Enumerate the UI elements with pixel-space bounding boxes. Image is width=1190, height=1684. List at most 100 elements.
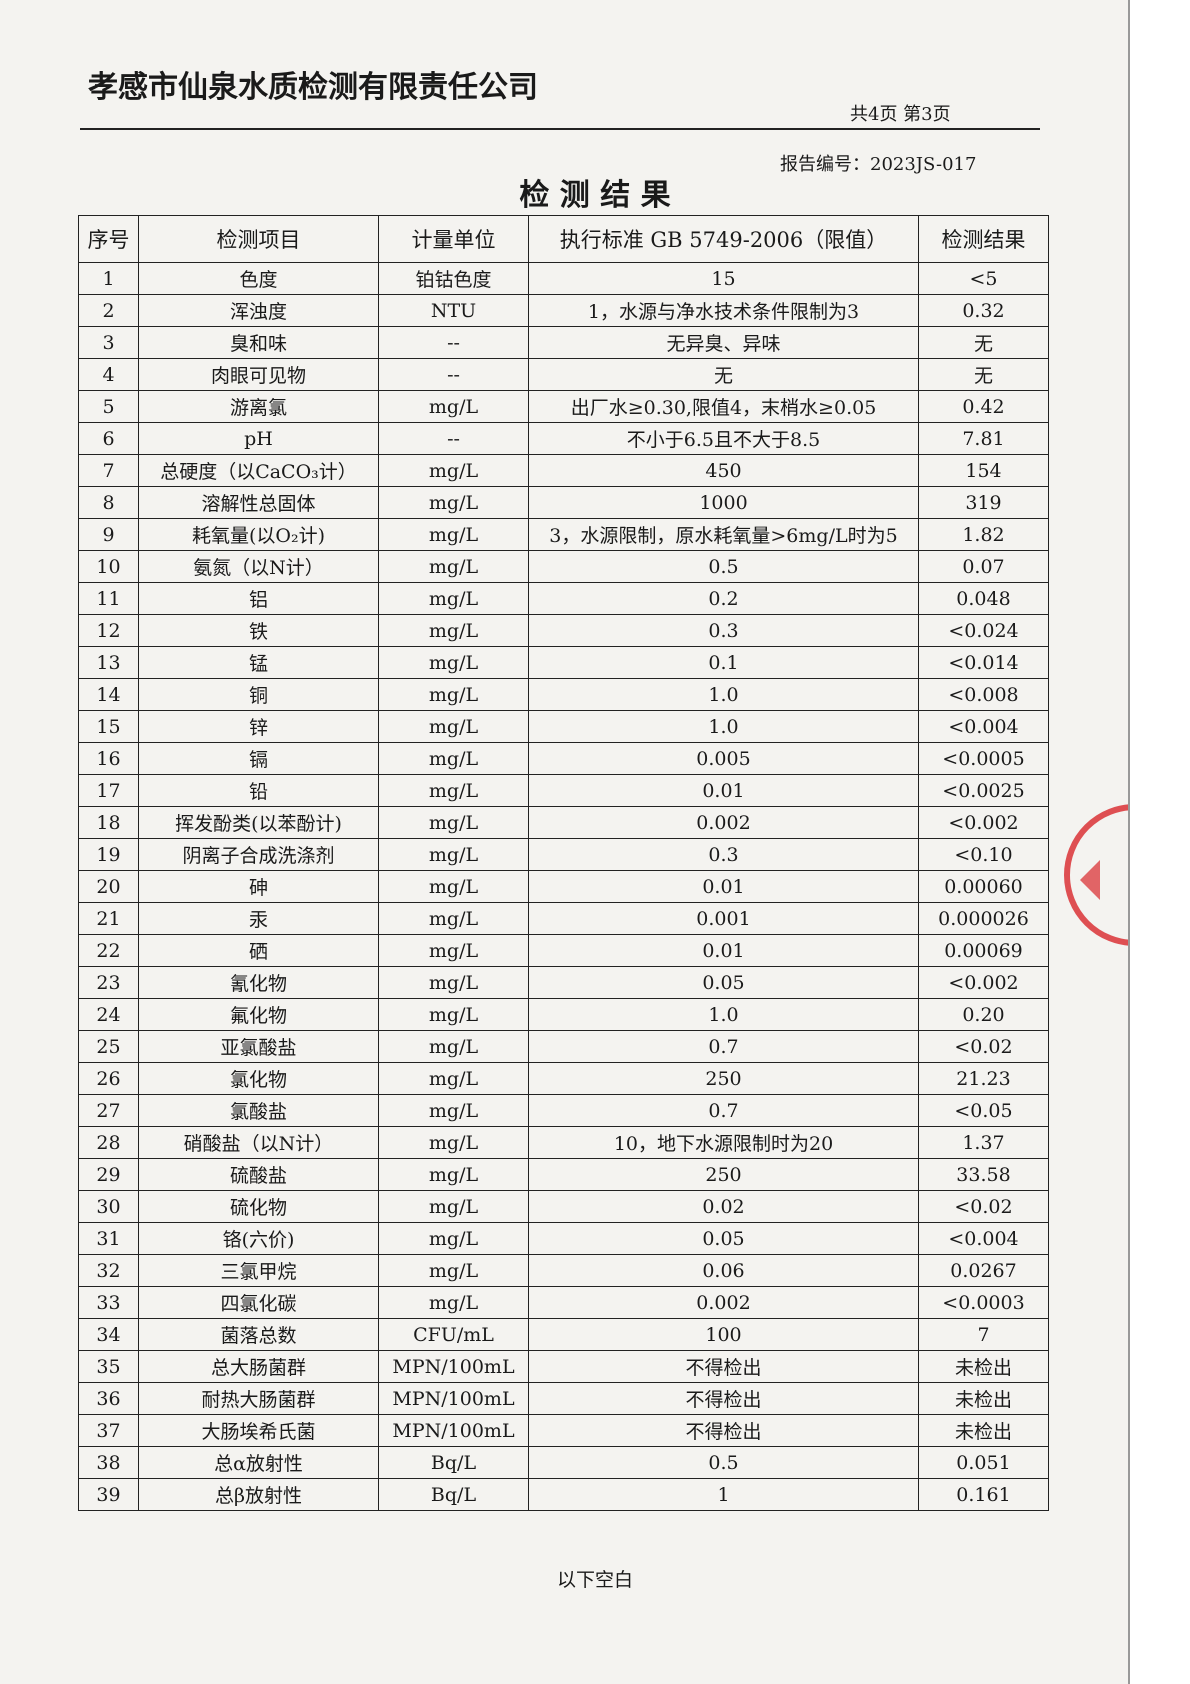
table-cell: mg/L <box>378 1126 529 1159</box>
table-cell: 0.000026 <box>918 902 1049 935</box>
table-row: 24 氟化物 mg/L 1.0 0.20 <box>78 998 1049 1031</box>
table-cell: <0.002 <box>918 966 1049 999</box>
table-cell: 0.005 <box>528 742 919 775</box>
table-row: 31 铬(六价) mg/L 0.05 <0.004 <box>78 1222 1049 1255</box>
table-cell: 0.7 <box>528 1094 919 1127</box>
table-cell: mg/L <box>378 678 529 711</box>
table-cell: mg/L <box>378 1030 529 1063</box>
table-cell: 19 <box>78 838 139 871</box>
table-cell: mg/L <box>378 1222 529 1255</box>
table-cell: <0.004 <box>918 710 1049 743</box>
table-cell: 0.002 <box>528 1286 919 1319</box>
table-cell: 7 <box>78 454 139 487</box>
table-cell: 14 <box>78 678 139 711</box>
results-table: 序号 检测项目 计量单位 执行标准 GB 5749-2006（限值） 检测结果 1 色度铂… <box>78 215 1049 1511</box>
table-cell: 25 <box>78 1030 139 1063</box>
table-row: 14 铜 mg/L 1.0 <0.008 <box>78 678 1049 711</box>
table-cell: 9 <box>78 518 139 551</box>
table-cell: 出厂水≥0.30,限值4，末梢水≥0.05 <box>528 390 919 423</box>
table-cell: 15 <box>528 262 919 295</box>
table-cell: MPN/100mL <box>378 1382 529 1415</box>
table-cell: 21 <box>78 902 139 935</box>
table-row: 36 耐热大肠菌群 MPN/100mL 不得检出 未检出 <box>78 1382 1049 1415</box>
table-cell: 0.06 <box>528 1254 919 1287</box>
table-cell: 22 <box>78 934 139 967</box>
company-name: 孝感市仙泉水质检测有限责任公司 <box>88 70 538 105</box>
table-cell: 未检出 <box>918 1414 1049 1447</box>
table-row: 16 镉 mg/L 0.005 <0.0005 <box>78 742 1049 775</box>
table-cell: mg/L <box>378 486 529 519</box>
table-cell: 7.81 <box>918 422 1049 455</box>
seal-mark <box>1080 860 1100 900</box>
table-cell: 39 <box>78 1478 139 1511</box>
table-cell: mg/L <box>378 1158 529 1191</box>
table-cell: 35 <box>78 1350 139 1383</box>
table-row: 7 总硬度（以CaCO₃计） mg/L 450 154 <box>78 454 1049 487</box>
table-cell: 0.20 <box>918 998 1049 1031</box>
page-edge <box>1128 0 1190 1684</box>
table-cell: 色度 <box>138 262 379 295</box>
table-cell: 21.23 <box>918 1062 1049 1095</box>
table-cell: 总大肠菌群 <box>138 1350 379 1383</box>
table-cell: 0.7 <box>528 1030 919 1063</box>
table-cell: 不得检出 <box>528 1350 919 1383</box>
table-row: 39 总β放射性 Bq/L 1 0.161 <box>78 1478 1049 1511</box>
table-cell: 无异臭、异味 <box>528 326 919 359</box>
table-cell: 硫酸盐 <box>138 1158 379 1191</box>
table-cell: 0.00069 <box>918 934 1049 967</box>
table-row: 4 肉眼可见物 -- 无无 <box>78 358 1049 391</box>
table-cell: 4 <box>78 358 139 391</box>
table-row: 34 菌落总数 CFU/mL 100 7 <box>78 1318 1049 1351</box>
table-row: 27 氯酸盐 mg/L 0.7 <0.05 <box>78 1094 1049 1127</box>
table-cell: 锰 <box>138 646 379 679</box>
table-cell: 总α放射性 <box>138 1446 379 1479</box>
table-cell: 未检出 <box>918 1350 1049 1383</box>
table-cell: <0.02 <box>918 1190 1049 1223</box>
table-cell: <5 <box>918 262 1049 295</box>
table-cell: 铝 <box>138 582 379 615</box>
table-cell: 37 <box>78 1414 139 1447</box>
table-cell: mg/L <box>378 710 529 743</box>
table-cell: 0.05 <box>528 966 919 999</box>
table-cell: 12 <box>78 614 139 647</box>
table-cell: 38 <box>78 1446 139 1479</box>
column-header: 序号 <box>78 215 139 263</box>
table-cell: 不小于6.5且不大于8.5 <box>528 422 919 455</box>
table-cell: 四氯化碳 <box>138 1286 379 1319</box>
doc-title: 检 测 结 果 <box>519 178 671 213</box>
table-cell: MPN/100mL <box>378 1414 529 1447</box>
table-cell: 0.051 <box>918 1446 1049 1479</box>
table-cell: 0.01 <box>528 934 919 967</box>
table-cell: 250 <box>528 1158 919 1191</box>
table-cell: mg/L <box>378 774 529 807</box>
table-cell: 154 <box>918 454 1049 487</box>
table-cell: MPN/100mL <box>378 1350 529 1383</box>
table-row: 11 铝 mg/L 0.2 0.048 <box>78 582 1049 615</box>
table-cell: mg/L <box>378 1254 529 1287</box>
table-cell: 氟化物 <box>138 998 379 1031</box>
table-row: 28 硝酸盐（以N计） mg/L 10，地下水源限制时为20 1.37 <box>78 1126 1049 1159</box>
table-cell: 27 <box>78 1094 139 1127</box>
table-cell: NTU <box>378 294 529 327</box>
table-cell: 0.5 <box>528 550 919 583</box>
table-row: 37 大肠埃希氏菌 MPN/100mL 不得检出 未检出 <box>78 1414 1049 1447</box>
table-cell: <0.002 <box>918 806 1049 839</box>
report-number: 报告编号：2023JS-017 <box>780 154 977 175</box>
table-cell: 1 <box>528 1478 919 1511</box>
table-cell: 1000 <box>528 486 919 519</box>
table-row: 17 铅 mg/L 0.01 <0.0025 <box>78 774 1049 807</box>
table-cell: 硫化物 <box>138 1190 379 1223</box>
table-cell: 阴离子合成洗涤剂 <box>138 838 379 871</box>
table-cell: 浑浊度 <box>138 294 379 327</box>
table-cell: 36 <box>78 1382 139 1415</box>
table-cell: Bq/L <box>378 1446 529 1479</box>
table-row: 21 汞 mg/L 0.001 0.000026 <box>78 902 1049 935</box>
table-cell: mg/L <box>378 966 529 999</box>
table-cell: 10，地下水源限制时为20 <box>528 1126 919 1159</box>
table-cell: Bq/L <box>378 1478 529 1511</box>
table-cell: mg/L <box>378 870 529 903</box>
table-cell: mg/L <box>378 646 529 679</box>
table-cell: 氰化物 <box>138 966 379 999</box>
table-cell: 0.32 <box>918 294 1049 327</box>
table-cell: mg/L <box>378 806 529 839</box>
